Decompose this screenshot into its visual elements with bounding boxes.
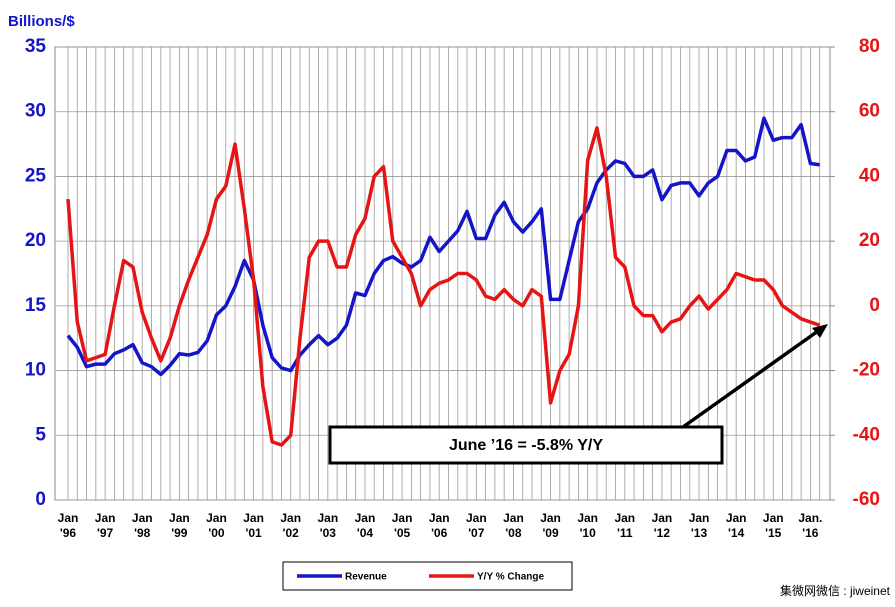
x-tick-label: Jan '01 [243, 511, 264, 540]
y2-tick-label: -60 [853, 489, 880, 510]
x-tick-label: Jan '04 [354, 511, 376, 540]
y-tick-label: 0 [35, 489, 46, 510]
x-tick-label: Jan '08 [503, 511, 524, 540]
y-tick-label: 35 [25, 36, 47, 57]
x-tick-label: Jan '15 [762, 511, 784, 540]
annotation: June ’16 = -5.8% Y/Y [449, 437, 603, 454]
y2-tick-label: 60 [859, 101, 880, 122]
x-tick-label: Jan '05 [391, 511, 413, 540]
y-tick-label: 5 [35, 424, 46, 445]
x-tick-label: Jan '02 [280, 511, 302, 540]
x-tick-label: Jan '97 [94, 511, 116, 540]
y-tick-label: 10 [25, 360, 46, 381]
y-tick-label: 15 [25, 295, 47, 316]
y2-tick-label: -20 [853, 360, 880, 381]
x-tick-label: Jan. '16 [798, 511, 823, 540]
x-tick-label: Jan '98 [131, 511, 153, 540]
annotation-arrow [681, 329, 820, 429]
x-tick-label: Jan '11 [614, 511, 636, 540]
y2-tick-label: 40 [859, 165, 880, 186]
x-tick-label: Jan '09 [540, 511, 561, 540]
y2-tick-label: 20 [859, 230, 880, 251]
x-tick-label: Jan '12 [651, 511, 673, 540]
y2-tick-label: 0 [869, 295, 880, 316]
y-tick-label: 20 [25, 230, 46, 251]
y-tick-label: 25 [25, 165, 47, 186]
y-tick-label: 30 [25, 101, 46, 122]
legend-label: Revenue [345, 572, 387, 583]
x-tick-label: Jan '13 [688, 511, 710, 540]
x-tick-label: Jan '99 [169, 511, 190, 540]
annotation-box [328, 425, 724, 465]
series-line [66, 126, 821, 447]
plot-area [54, 46, 831, 501]
x-tick-label: Jan '96 [57, 511, 79, 540]
x-tick-label: Jan '07 [465, 511, 487, 540]
arrow-head [812, 324, 828, 338]
legend-label: Y/Y % Change [477, 572, 544, 583]
x-tick-label: Jan '03 [317, 511, 339, 540]
x-tick-label: Jan '00 [206, 511, 227, 540]
x-tick-label: Jan '10 [577, 511, 599, 540]
series-line [66, 116, 820, 377]
x-tick-label: Jan '06 [428, 511, 450, 540]
x-tick-label: Jan '14 [725, 511, 747, 540]
y-axis-label: Billions/$ [8, 13, 75, 30]
source-note: 集微网微信 : jiweinet [780, 583, 891, 598]
y2-tick-label: -40 [853, 424, 880, 445]
y2-tick-label: 80 [859, 36, 880, 57]
